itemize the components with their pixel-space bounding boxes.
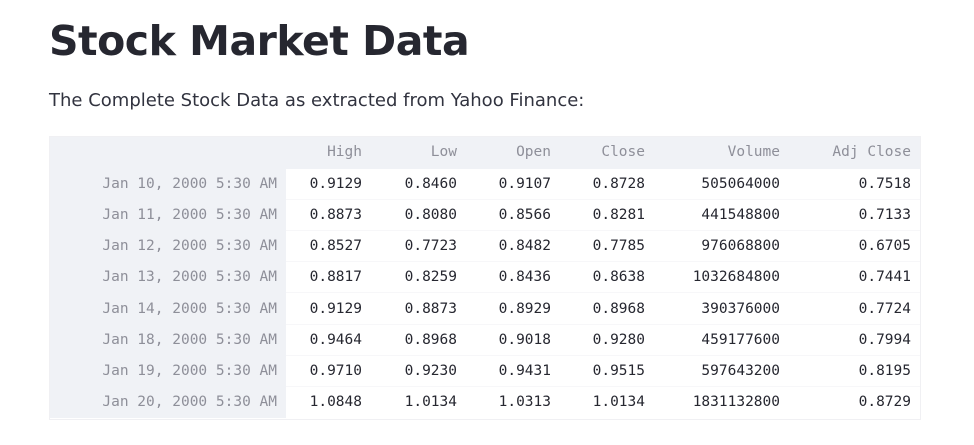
column-header-low[interactable]: Low [371,137,466,169]
cell-open[interactable]: 0.9018 [466,324,560,356]
row-index: Jan 13, 2000 5:30 AM [50,261,286,293]
cell-low[interactable]: 1.0134 [371,386,466,418]
cell-close[interactable]: 0.7785 [560,230,654,263]
page-title: Stock Market Data [49,17,470,65]
row-index: Jan 12, 2000 5:30 AM [50,230,286,262]
cell-low[interactable]: 0.8873 [371,292,466,325]
cell-volume[interactable]: 459177600 [654,324,789,356]
cell-volume[interactable]: 441548800 [654,199,789,232]
table-row: Jan 20, 2000 5:30 AM 1.0848 1.0134 1.031… [50,386,920,418]
table-header-row: High Low Open Close Volume Adj Close [50,137,920,169]
cell-open[interactable]: 0.9431 [466,355,560,388]
cell-high[interactable]: 0.8527 [286,230,371,263]
cell-low[interactable]: 0.8460 [371,168,466,200]
table-row: Jan 18, 2000 5:30 AM 0.9464 0.8968 0.901… [50,324,920,356]
cell-open[interactable]: 0.8436 [466,261,560,294]
cell-high[interactable]: 0.8817 [286,261,371,294]
cell-volume[interactable]: 390376000 [654,292,789,325]
cell-close[interactable]: 0.8728 [560,168,654,200]
cell-low[interactable]: 0.8080 [371,199,466,232]
cell-volume[interactable]: 1032684800 [654,261,789,294]
cell-volume[interactable]: 597643200 [654,355,789,388]
cell-close[interactable]: 0.9280 [560,324,654,356]
stock-data-table[interactable]: High Low Open Close Volume Adj Close Jan… [49,136,921,420]
table-row: Jan 19, 2000 5:30 AM 0.9710 0.9230 0.943… [50,355,920,388]
column-header-volume[interactable]: Volume [654,137,789,169]
column-header-adj-close[interactable]: Adj Close [789,137,920,169]
cell-volume[interactable]: 1831132800 [654,386,789,418]
cell-volume[interactable]: 976068800 [654,230,789,263]
cell-high[interactable]: 0.9710 [286,355,371,388]
row-index: Jan 20, 2000 5:30 AM [50,386,286,418]
cell-high[interactable]: 0.9464 [286,324,371,356]
cell-open[interactable]: 0.8482 [466,230,560,263]
row-index: Jan 11, 2000 5:30 AM [50,199,286,231]
row-index: Jan 10, 2000 5:30 AM [50,168,286,200]
table-row: Jan 12, 2000 5:30 AM 0.8527 0.7723 0.848… [50,230,920,263]
cell-high[interactable]: 0.8873 [286,199,371,232]
cell-low[interactable]: 0.8968 [371,324,466,356]
cell-open[interactable]: 0.8566 [466,199,560,232]
cell-low[interactable]: 0.8259 [371,261,466,294]
cell-open[interactable]: 0.9107 [466,168,560,200]
index-column-header [50,137,286,169]
cell-adj-close[interactable]: 0.8195 [789,355,920,388]
cell-high[interactable]: 0.9129 [286,292,371,325]
cell-close[interactable]: 0.8638 [560,261,654,294]
row-index: Jan 14, 2000 5:30 AM [50,292,286,325]
cell-close[interactable]: 1.0134 [560,386,654,418]
row-index: Jan 18, 2000 5:30 AM [50,324,286,356]
cell-adj-close[interactable]: 0.7994 [789,324,920,356]
cell-open[interactable]: 0.8929 [466,292,560,325]
cell-adj-close[interactable]: 0.7724 [789,292,920,325]
cell-open[interactable]: 1.0313 [466,386,560,418]
cell-high[interactable]: 0.9129 [286,168,371,200]
cell-low[interactable]: 0.7723 [371,230,466,263]
cell-low[interactable]: 0.9230 [371,355,466,388]
cell-adj-close[interactable]: 0.7133 [789,199,920,232]
cell-adj-close[interactable]: 0.8729 [789,386,920,418]
column-header-close[interactable]: Close [560,137,654,169]
table-row: Jan 10, 2000 5:30 AM 0.9129 0.8460 0.910… [50,168,920,200]
page-subtitle: The Complete Stock Data as extracted fro… [49,90,585,111]
cell-adj-close[interactable]: 0.7441 [789,261,920,294]
cell-close[interactable]: 0.8968 [560,292,654,325]
cell-volume[interactable]: 505064000 [654,168,789,200]
cell-high[interactable]: 1.0848 [286,386,371,418]
table-row: Jan 13, 2000 5:30 AM 0.8817 0.8259 0.843… [50,261,920,294]
cell-adj-close[interactable]: 0.6705 [789,230,920,263]
cell-close[interactable]: 0.8281 [560,199,654,232]
column-header-open[interactable]: Open [466,137,560,169]
column-header-high[interactable]: High [286,137,371,169]
row-index: Jan 19, 2000 5:30 AM [50,355,286,387]
table-row: Jan 11, 2000 5:30 AM 0.8873 0.8080 0.856… [50,199,920,232]
table-row: Jan 14, 2000 5:30 AM 0.9129 0.8873 0.892… [50,292,920,325]
cell-close[interactable]: 0.9515 [560,355,654,388]
cell-adj-close[interactable]: 0.7518 [789,168,920,200]
dataframe: High Low Open Close Volume Adj Close Jan… [50,137,920,418]
